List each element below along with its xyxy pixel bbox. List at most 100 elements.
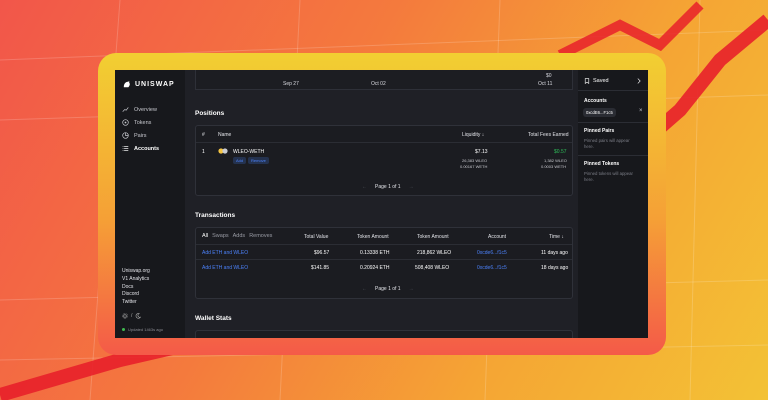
link-twitter[interactable]: Twitter <box>122 299 137 306</box>
remove-liquidity-button[interactable]: Remove <box>248 157 269 164</box>
col-fees[interactable]: Total Fees Earned <box>528 132 569 138</box>
trending-up-icon <box>122 107 129 112</box>
col-liquidity[interactable]: Liquidity ↓ <box>462 132 485 138</box>
link-discord[interactable]: Discord <box>122 291 139 298</box>
liquidity-token-a: 26,383 WLEO <box>462 158 488 163</box>
transaction-filters: All Swaps Adds Removes <box>202 233 276 239</box>
link-docs[interactable]: Docs <box>122 283 134 290</box>
saved-header[interactable]: Saved <box>584 78 642 84</box>
account-link[interactable]: 0xcde6...f1c5 <box>477 265 507 271</box>
page-label: Page 1 of 1 <box>375 286 401 292</box>
side-links: Uniswap.org V1 Analytics Docs Discord Tw… <box>122 268 150 307</box>
right-panel: Saved Accounts 0xcdE6...F1c5 × Pinned Pa… <box>578 70 648 338</box>
filter-adds[interactable]: Adds <box>232 233 246 239</box>
theme-toggle[interactable]: / <box>122 313 142 319</box>
filter-swaps[interactable]: Swaps <box>212 233 229 239</box>
sidebar: UNISWAP Overview Tokens Pairs Accounts U… <box>115 70 185 338</box>
fees-token-a: 1,382 WLEO <box>544 158 567 163</box>
chart-zero-label: $0 <box>546 73 552 79</box>
nav-item-pairs[interactable]: Pairs <box>122 129 178 142</box>
row-divider <box>196 259 572 260</box>
chart-strip: $0 Sep 27 Oct 02 Oct 11 <box>195 70 573 90</box>
list-icon <box>122 146 129 151</box>
pair-name[interactable]: WLEO-WETH <box>233 149 265 155</box>
nav-item-overview[interactable]: Overview <box>122 103 178 116</box>
pinned-tokens-text: Pinned tokens will appear here. <box>584 171 633 182</box>
transaction-total: $96.57 <box>314 250 330 256</box>
nav-item-tokens[interactable]: Tokens <box>122 116 178 129</box>
chart-tick: Oct 11 <box>538 81 553 87</box>
wallet-stats-title: Wallet Stats <box>195 315 232 322</box>
chevron-right-icon <box>637 78 641 84</box>
status-dot <box>122 328 125 331</box>
nav-label: Overview <box>134 106 157 113</box>
prev-page-button[interactable]: ← <box>362 286 367 292</box>
transaction-total: $141.85 <box>311 265 330 271</box>
transactions-panel: All Swaps Adds Removes Total Value Token… <box>195 227 573 299</box>
pie-chart-icon <box>122 132 129 139</box>
next-page-button[interactable]: → <box>408 184 414 190</box>
transaction-link[interactable]: Add ETH and WLEO <box>202 265 249 271</box>
positions-pager: ← Page 1 of 1 → <box>362 184 414 190</box>
chart-tick: Oct 02 <box>371 81 386 87</box>
header-divider <box>196 142 572 143</box>
page-label: Page 1 of 1 <box>375 184 401 190</box>
right-divider <box>578 155 648 156</box>
col-total-value[interactable]: Total Value <box>304 234 329 240</box>
toggle-separator: / <box>131 313 133 319</box>
nav-label: Tokens <box>134 119 152 126</box>
col-token-amount-a[interactable]: Token Amount <box>357 234 389 240</box>
saved-label: Saved <box>593 78 609 84</box>
chart-tick: Sep 27 <box>283 81 299 87</box>
transaction-token-b: 218,862 WLEO <box>417 250 452 256</box>
brand[interactable]: UNISWAP <box>122 80 178 89</box>
pinned-pairs-title: Pinned Pairs <box>584 128 615 134</box>
col-time[interactable]: Time ↓ <box>549 234 564 240</box>
link-uniswap-org[interactable]: Uniswap.org <box>122 268 150 274</box>
header-divider <box>196 244 572 245</box>
position-number: 1 <box>202 149 205 155</box>
positions-title: Positions <box>195 110 225 117</box>
link-v1-analytics[interactable]: V1 Analytics <box>122 275 150 282</box>
close-icon[interactable]: × <box>639 108 643 114</box>
right-divider <box>578 90 648 91</box>
col-number: # <box>202 132 205 138</box>
account-link[interactable]: 0xcde6...f1c5 <box>477 250 507 256</box>
transaction-link[interactable]: Add ETH and WLEO <box>202 250 249 256</box>
fees-token-b: 0.0003 WETH <box>541 164 567 169</box>
filter-all[interactable]: All <box>202 233 209 239</box>
unicorn-logo-icon <box>123 80 130 88</box>
add-liquidity-button[interactable]: Add <box>233 157 247 164</box>
pinned-tokens-title: Pinned Tokens <box>584 161 620 167</box>
pinned-pairs-text: Pinned pairs will appear here. <box>584 138 630 149</box>
filter-removes[interactable]: Removes <box>249 233 273 239</box>
liquidity-token-b: 0.00167 WETH <box>460 164 488 169</box>
wallet-stats-panel <box>195 330 573 338</box>
app-screen: UNISWAP Overview Tokens Pairs Accounts U… <box>115 70 648 338</box>
right-divider <box>578 122 648 123</box>
nav-label: Pairs <box>134 132 147 139</box>
disc-icon <box>122 119 129 126</box>
transaction-time: 18 days ago <box>541 265 569 271</box>
nav-label: Accounts <box>134 145 160 152</box>
saved-account-chip[interactable]: 0xcdE6...F1c5 <box>583 108 616 117</box>
main-content: $0 Sep 27 Oct 02 Oct 11 Positions # Name… <box>185 70 578 338</box>
transaction-token-a: 0.20924 ETH <box>360 265 390 271</box>
token-pair-icon <box>218 148 228 154</box>
next-page-button[interactable]: → <box>408 286 414 292</box>
positions-panel: # Name Liquidity ↓ Total Fees Earned 1 W… <box>195 125 573 196</box>
col-account[interactable]: Account <box>488 234 507 240</box>
bookmark-icon <box>584 78 590 84</box>
transaction-token-b: 508,408 WLEO <box>415 265 450 271</box>
transaction-time: 11 days ago <box>541 250 568 256</box>
transactions-pager: ← Page 1 of 1 → <box>362 286 414 292</box>
sun-icon <box>122 313 128 319</box>
fees-value: $0.57 <box>554 149 567 155</box>
transaction-token-a: 0.13338 ETH <box>360 250 390 256</box>
nav-item-accounts[interactable]: Accounts <box>122 142 178 155</box>
brand-name: UNISWAP <box>135 81 175 88</box>
updated-status: Updated 1463s ago <box>122 327 163 332</box>
prev-page-button[interactable]: ← <box>362 184 367 190</box>
col-token-amount-b[interactable]: Token Amount <box>417 234 449 240</box>
moon-icon <box>136 313 142 319</box>
